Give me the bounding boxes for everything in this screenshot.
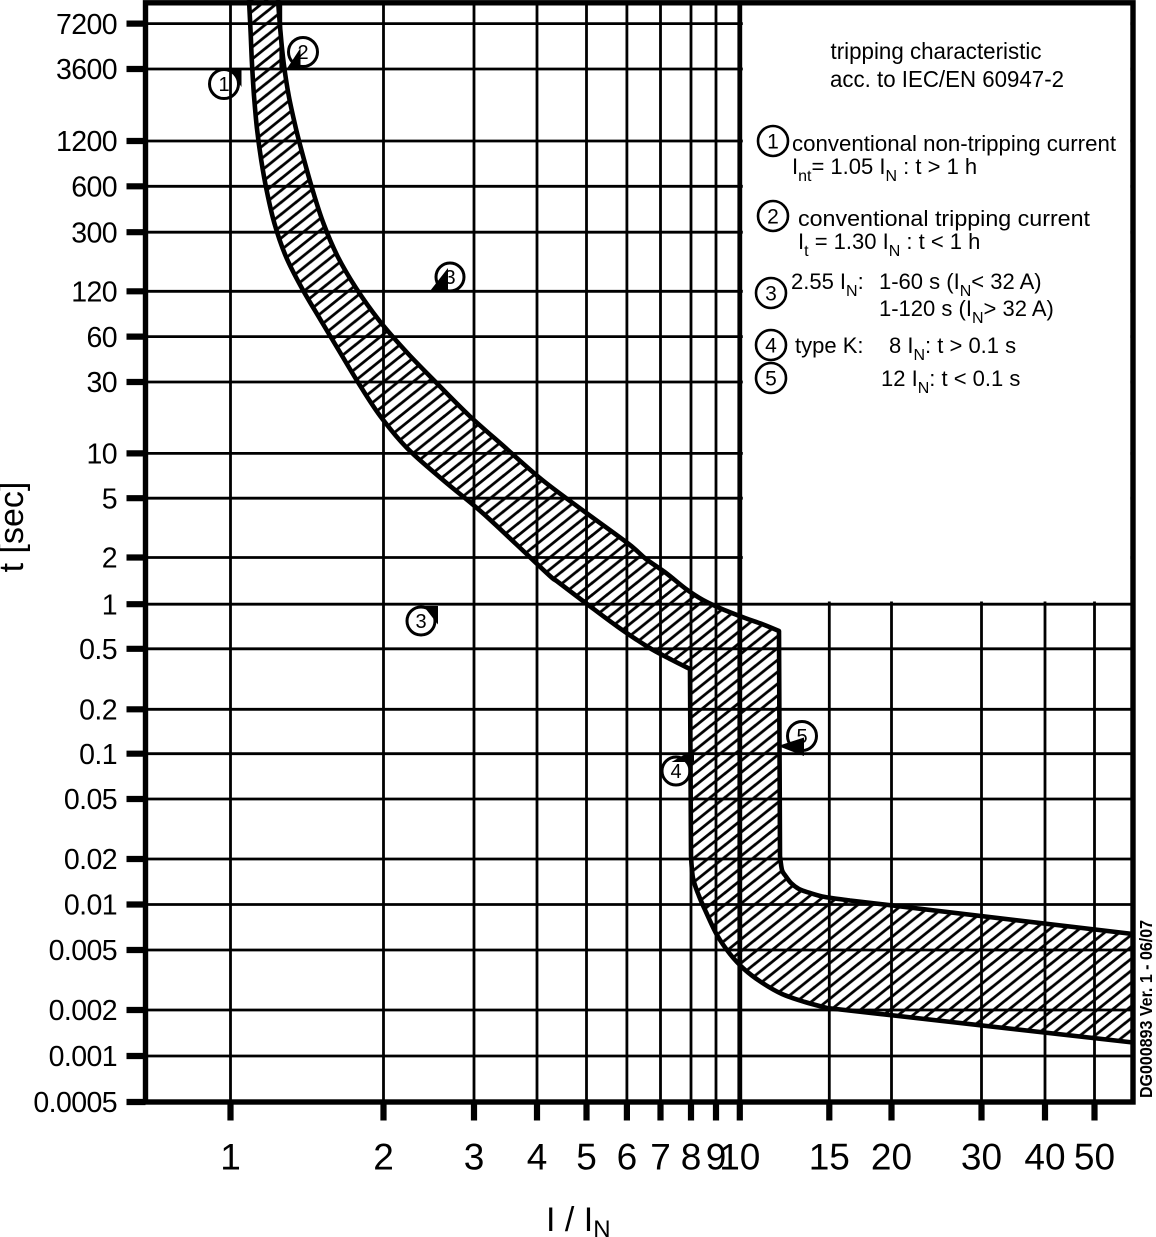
svg-text:acc. to IEC/EN 60947-2: acc. to IEC/EN 60947-2: [830, 66, 1064, 92]
svg-text:7: 7: [650, 1137, 671, 1178]
svg-text:30: 30: [86, 367, 117, 399]
svg-text:1: 1: [220, 1137, 241, 1178]
svg-text:2: 2: [102, 543, 117, 575]
svg-text:3: 3: [464, 1137, 485, 1178]
svg-text:10: 10: [86, 439, 117, 471]
svg-text:tripping characteristic: tripping characteristic: [831, 38, 1042, 64]
svg-text:4: 4: [765, 335, 777, 358]
svg-text:Int= 1.05 IN : t > 1 h: Int= 1.05 IN : t > 1 h: [792, 154, 977, 185]
svg-text:0.01: 0.01: [64, 890, 117, 922]
svg-text:60: 60: [86, 322, 117, 354]
svg-text:DG000893 Ver. 1 - 06/07: DG000893 Ver. 1 - 06/07: [1136, 920, 1156, 1098]
svg-text:1: 1: [218, 74, 229, 96]
svg-text:3: 3: [444, 267, 455, 289]
svg-text:2: 2: [297, 42, 308, 64]
svg-text:1200: 1200: [56, 126, 117, 158]
svg-text:0.2: 0.2: [79, 695, 117, 727]
svg-text:0.002: 0.002: [49, 995, 117, 1027]
svg-text:9: 9: [706, 1137, 727, 1178]
svg-text:3600: 3600: [56, 54, 117, 86]
svg-text:conventional non-tripping curr: conventional non-tripping current: [792, 131, 1116, 156]
svg-text:2: 2: [373, 1137, 394, 1178]
svg-text:5: 5: [102, 483, 117, 515]
svg-text:0.5: 0.5: [79, 634, 117, 666]
svg-text:conventional tripping current: conventional tripping current: [798, 206, 1090, 231]
svg-text:7200: 7200: [56, 9, 117, 41]
svg-text:0.001: 0.001: [49, 1041, 117, 1073]
svg-text:3: 3: [765, 283, 777, 306]
svg-text:5: 5: [796, 726, 807, 748]
svg-text:6: 6: [617, 1137, 638, 1178]
svg-text:8: 8: [681, 1137, 702, 1178]
svg-text:0.005: 0.005: [49, 935, 117, 967]
svg-text:0.02: 0.02: [64, 844, 117, 876]
svg-text:50: 50: [1074, 1137, 1115, 1178]
svg-text:5: 5: [576, 1137, 597, 1178]
svg-text:4: 4: [527, 1137, 548, 1178]
svg-text:3: 3: [415, 611, 426, 633]
svg-text:120: 120: [71, 277, 117, 309]
svg-text:4: 4: [670, 761, 681, 783]
svg-text:1: 1: [102, 589, 117, 621]
svg-text:1: 1: [767, 131, 779, 154]
svg-text:10: 10: [719, 1137, 760, 1178]
svg-text:t [sec]: t [sec]: [0, 482, 31, 573]
svg-text:5: 5: [765, 368, 777, 391]
svg-text:40: 40: [1024, 1137, 1065, 1178]
svg-text:20: 20: [871, 1137, 912, 1178]
svg-text:2: 2: [767, 206, 779, 229]
svg-text:type K:: type K:: [795, 333, 863, 358]
svg-text:0.05: 0.05: [64, 784, 117, 816]
svg-text:30: 30: [961, 1137, 1002, 1178]
svg-text:15: 15: [809, 1137, 850, 1178]
svg-text:600: 600: [71, 172, 117, 204]
svg-text:0.1: 0.1: [79, 739, 117, 771]
svg-text:300: 300: [71, 217, 117, 249]
svg-text:8 IN: t > 0.1 s: 8 IN: t > 0.1 s: [889, 333, 1016, 364]
svg-text:0.0005: 0.0005: [33, 1087, 117, 1119]
